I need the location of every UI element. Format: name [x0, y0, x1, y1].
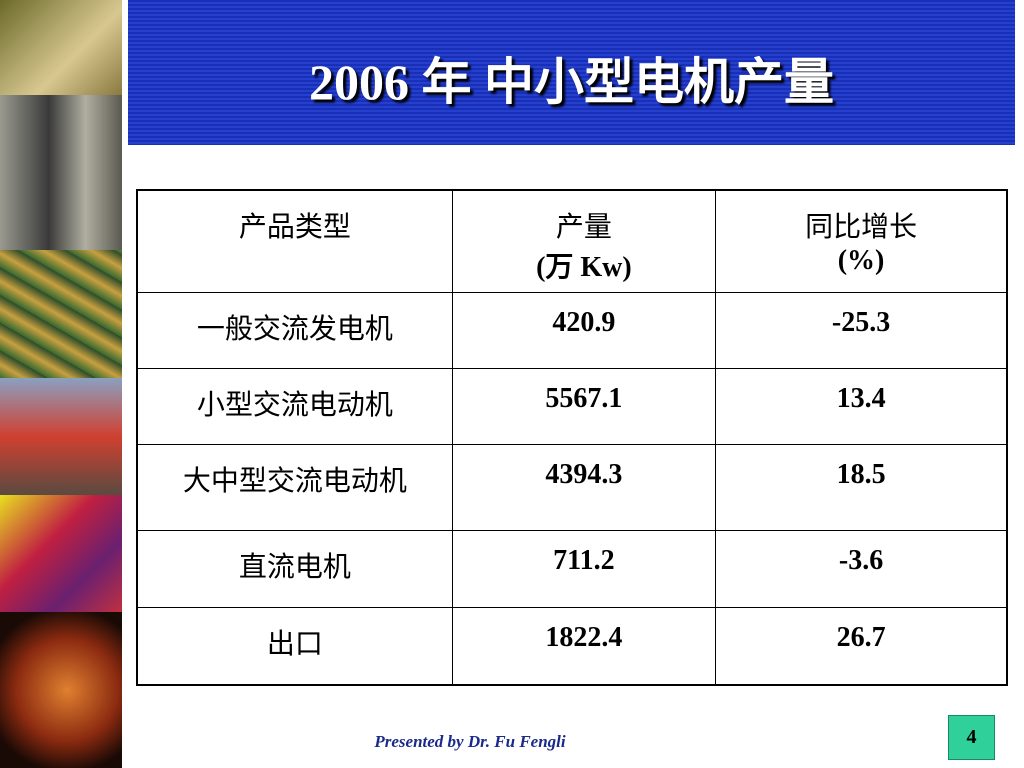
- title-bar: 2006 年 中小型电机产量: [128, 0, 1015, 145]
- header-unit: (万 Kw): [536, 252, 632, 283]
- header-cell: 产量 (万 Kw): [451, 189, 717, 293]
- header-cell: 同比增长 (%): [715, 189, 1008, 293]
- value-cell: -25.3: [715, 291, 1008, 369]
- photo: [0, 495, 122, 612]
- table-row: 出口 1822.4 26.7: [136, 606, 1008, 686]
- photo: [0, 95, 122, 250]
- table-row: 小型交流电动机 5567.1 13.4: [136, 367, 1008, 445]
- value-cell: 711.2: [451, 529, 717, 608]
- page-number: 4: [948, 715, 995, 760]
- value-cell: 26.7: [715, 606, 1008, 686]
- value-cell: 18.5: [715, 443, 1008, 531]
- photo: [0, 0, 122, 95]
- header-text: 产品类型: [238, 212, 351, 243]
- type-cell: 大中型交流电动机: [136, 443, 453, 531]
- value-cell: 1822.4: [451, 606, 717, 686]
- data-table: 产品类型 产量 (万 Kw) 同比增长 (%) 一般交流发电机 420.9 -25.3 小…: [136, 189, 1008, 686]
- photo: [0, 250, 122, 378]
- header-text: 同比增长: [805, 212, 918, 243]
- type-cell: 一般交流发电机: [136, 291, 453, 369]
- header-row: 产品类型 产量 (万 Kw) 同比增长 (%): [136, 189, 1008, 293]
- table-row: 直流电机 711.2 -3.6: [136, 529, 1008, 608]
- table-row: 大中型交流电动机 4394.3 18.5: [136, 443, 1008, 531]
- photo: [0, 378, 122, 495]
- header-text: 产量: [555, 212, 612, 243]
- value-cell: -3.6: [715, 529, 1008, 608]
- slide-title: 2006 年 中小型电机产量: [309, 54, 834, 110]
- footer: Presented by Dr. Fu Fengli: [374, 732, 566, 751]
- photo-strip: [0, 0, 122, 768]
- photo: [0, 612, 122, 768]
- table-row: 一般交流发电机 420.9 -25.3: [136, 291, 1008, 369]
- header-cell: 产品类型: [136, 189, 453, 293]
- header-unit: (%): [837, 245, 885, 276]
- value-cell: 420.9: [451, 291, 717, 369]
- type-cell: 出口: [136, 606, 453, 686]
- value-cell: 13.4: [715, 367, 1008, 445]
- value-cell: 4394.3: [451, 443, 717, 531]
- type-cell: 直流电机: [136, 529, 453, 608]
- value-cell: 5567.1: [451, 367, 717, 445]
- type-cell: 小型交流电动机: [136, 367, 453, 445]
